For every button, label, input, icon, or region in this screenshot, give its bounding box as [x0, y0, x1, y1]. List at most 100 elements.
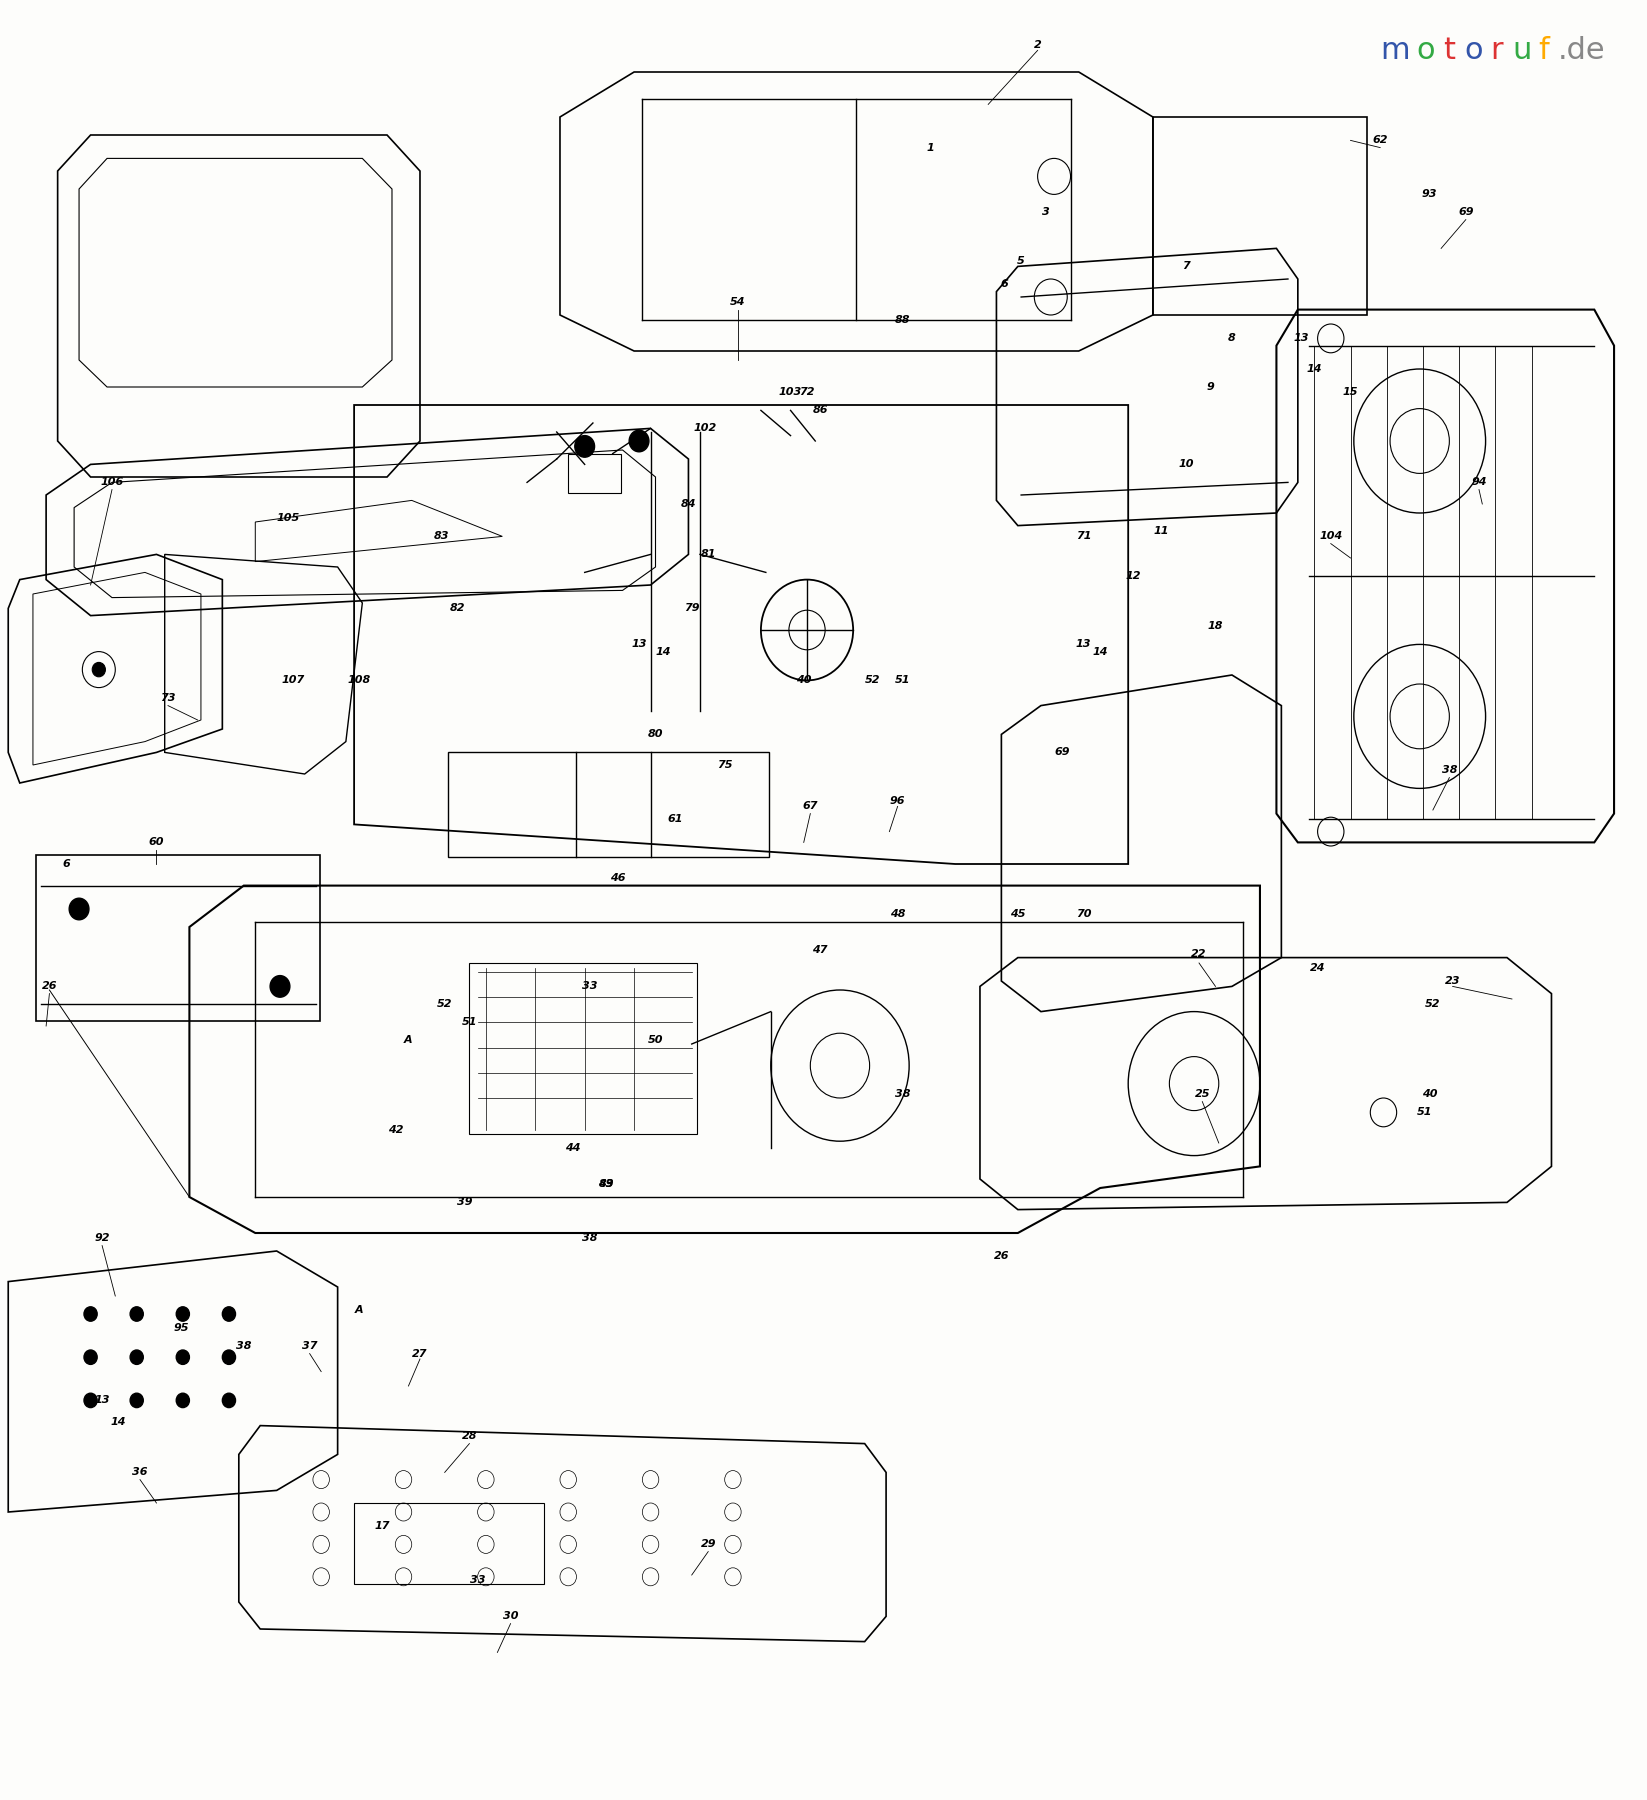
- Text: f: f: [1538, 36, 1550, 65]
- Text: 62: 62: [1372, 135, 1388, 146]
- Text: 83: 83: [433, 531, 450, 542]
- Text: 14: 14: [656, 646, 672, 657]
- Text: .de: .de: [1558, 36, 1606, 65]
- Text: A: A: [404, 1035, 413, 1046]
- Text: m: m: [1380, 36, 1410, 65]
- Circle shape: [176, 1307, 189, 1321]
- Text: 46: 46: [609, 873, 626, 884]
- Text: 10: 10: [1178, 459, 1194, 470]
- Text: 103: 103: [779, 387, 802, 398]
- Text: 48: 48: [889, 909, 906, 920]
- Text: 11: 11: [1153, 526, 1169, 536]
- Text: 38: 38: [581, 1233, 598, 1244]
- Circle shape: [130, 1393, 143, 1408]
- Bar: [568, 454, 621, 493]
- Text: 9: 9: [1207, 382, 1214, 392]
- Text: 50: 50: [647, 1035, 664, 1046]
- Text: 96: 96: [889, 796, 906, 806]
- Text: 7: 7: [1183, 261, 1189, 272]
- Text: 84: 84: [680, 499, 697, 509]
- Text: 86: 86: [812, 405, 828, 416]
- Circle shape: [222, 1307, 236, 1321]
- Text: 3: 3: [1043, 207, 1049, 218]
- Bar: [36, 855, 320, 1021]
- Text: 43: 43: [598, 1179, 614, 1190]
- Text: 61: 61: [667, 814, 684, 824]
- Circle shape: [270, 976, 290, 997]
- Circle shape: [69, 898, 89, 920]
- Text: 104: 104: [1319, 531, 1342, 542]
- Text: 45: 45: [1010, 909, 1026, 920]
- Text: 24: 24: [1309, 963, 1326, 974]
- Text: 71: 71: [1075, 531, 1092, 542]
- Text: 18: 18: [1207, 621, 1224, 632]
- Text: 25: 25: [1194, 1089, 1211, 1100]
- Text: 38: 38: [1441, 765, 1458, 776]
- Text: 33: 33: [581, 981, 598, 992]
- Text: 79: 79: [684, 603, 700, 614]
- Text: 5: 5: [1018, 256, 1024, 266]
- Text: 42: 42: [387, 1125, 404, 1136]
- Text: 52: 52: [865, 675, 881, 686]
- Circle shape: [575, 436, 595, 457]
- Text: o: o: [1416, 36, 1435, 65]
- Text: 72: 72: [799, 387, 815, 398]
- Circle shape: [176, 1350, 189, 1364]
- Text: 73: 73: [160, 693, 176, 704]
- Text: 75: 75: [716, 760, 733, 770]
- Text: 89: 89: [598, 1179, 614, 1190]
- Text: 30: 30: [502, 1611, 519, 1622]
- Bar: [469, 963, 697, 1134]
- Text: 93: 93: [1421, 189, 1438, 200]
- Text: r: r: [1491, 36, 1504, 65]
- Text: 94: 94: [1471, 477, 1487, 488]
- Text: 39: 39: [456, 1197, 473, 1208]
- Text: 69: 69: [1054, 747, 1071, 758]
- Circle shape: [92, 662, 105, 677]
- Text: 51: 51: [894, 675, 911, 686]
- Text: 6: 6: [1001, 279, 1008, 290]
- Text: 40: 40: [796, 675, 812, 686]
- Text: 70: 70: [1075, 909, 1092, 920]
- Text: 8: 8: [1229, 333, 1235, 344]
- Text: 108: 108: [348, 675, 371, 686]
- Text: u: u: [1512, 36, 1532, 65]
- Text: 106: 106: [100, 477, 124, 488]
- Text: 17: 17: [374, 1521, 390, 1532]
- Text: 14: 14: [1092, 646, 1108, 657]
- Circle shape: [130, 1350, 143, 1364]
- Text: 102: 102: [693, 423, 716, 434]
- Circle shape: [84, 1350, 97, 1364]
- Text: t: t: [1443, 36, 1454, 65]
- Circle shape: [130, 1307, 143, 1321]
- Text: 60: 60: [148, 837, 165, 848]
- Text: 13: 13: [1293, 333, 1309, 344]
- Text: 6: 6: [63, 859, 69, 869]
- Bar: [354, 1503, 544, 1584]
- Text: 81: 81: [700, 549, 716, 560]
- Text: A: A: [354, 1305, 364, 1316]
- Text: 13: 13: [1075, 639, 1092, 650]
- Text: 95: 95: [173, 1323, 189, 1334]
- Text: 44: 44: [565, 1143, 581, 1154]
- Text: 14: 14: [1306, 364, 1323, 374]
- Circle shape: [84, 1393, 97, 1408]
- Circle shape: [84, 1307, 97, 1321]
- Text: 27: 27: [412, 1348, 428, 1359]
- Text: 22: 22: [1191, 949, 1207, 959]
- Text: 15: 15: [1342, 387, 1359, 398]
- Text: 37: 37: [301, 1341, 318, 1352]
- Text: 13: 13: [94, 1395, 110, 1406]
- Circle shape: [222, 1350, 236, 1364]
- Text: o: o: [1464, 36, 1482, 65]
- Text: 40: 40: [1421, 1089, 1438, 1100]
- Text: 36: 36: [132, 1467, 148, 1478]
- Text: 12: 12: [1125, 571, 1141, 581]
- Bar: [448, 752, 769, 857]
- Text: 47: 47: [812, 945, 828, 956]
- Circle shape: [222, 1393, 236, 1408]
- Text: 51: 51: [461, 1017, 478, 1028]
- Text: 29: 29: [700, 1539, 716, 1550]
- Text: 38: 38: [894, 1089, 911, 1100]
- Text: 52: 52: [436, 999, 453, 1010]
